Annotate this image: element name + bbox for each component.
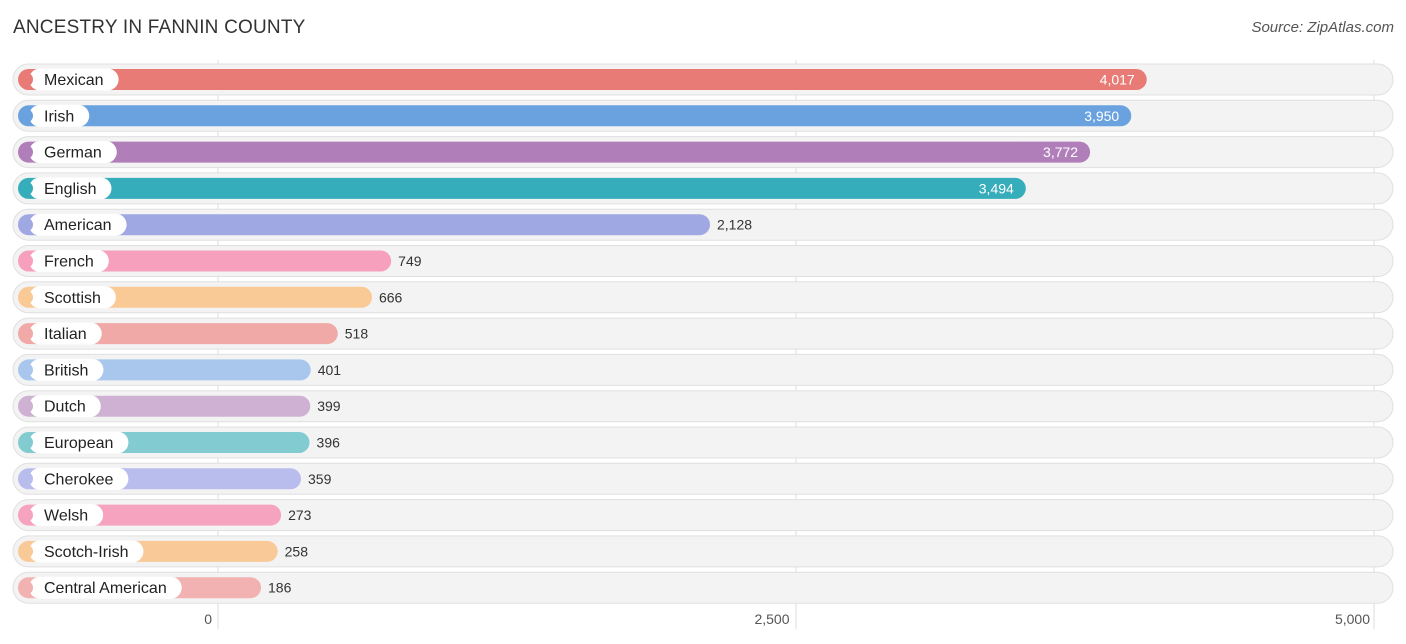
value-label: 258 xyxy=(285,543,309,559)
value-label: 2,128 xyxy=(717,217,752,233)
category-label: Irish xyxy=(44,108,74,125)
value-label: 399 xyxy=(317,398,341,414)
category-label-pill xyxy=(29,576,182,599)
category-label: English xyxy=(44,181,96,198)
bar xyxy=(18,214,710,236)
value-label: 3,772 xyxy=(1043,144,1078,160)
category-label-pill xyxy=(29,322,102,345)
category-label-pill xyxy=(29,250,109,272)
category-label: European xyxy=(44,435,113,452)
bar-row: Dutch 399 xyxy=(12,390,1394,423)
category-swatch xyxy=(19,435,33,450)
bar xyxy=(18,177,1026,199)
bar xyxy=(18,69,1147,90)
value-label: 518 xyxy=(345,326,369,342)
bar-row: Welsh 273 xyxy=(12,499,1394,532)
bar-row: German 3,772 xyxy=(12,136,1394,169)
value-label: 359 xyxy=(308,471,332,487)
category-label-pill xyxy=(29,504,104,527)
bar-track xyxy=(12,462,1394,495)
bar-row: Scottish 666 xyxy=(12,281,1394,314)
category-label: Mexican xyxy=(44,72,104,89)
category-swatch xyxy=(19,544,33,559)
bar-row: Cherokee 359 xyxy=(12,462,1394,495)
category-swatch xyxy=(19,217,33,232)
category-label-pill xyxy=(29,68,119,91)
bar-track xyxy=(12,426,1394,459)
bar-track xyxy=(12,571,1394,604)
category-label: Italian xyxy=(44,326,87,343)
bar-track xyxy=(12,535,1394,568)
value-label: 4,017 xyxy=(1100,72,1135,88)
category-label-pill xyxy=(29,213,127,236)
bar-row: Central American 186 xyxy=(12,571,1394,604)
category-label-pill xyxy=(29,141,117,164)
category-swatch xyxy=(19,362,33,377)
category-label: Cherokee xyxy=(44,471,113,488)
bar xyxy=(18,250,392,272)
category-label: Scottish xyxy=(44,290,101,307)
value-label: 186 xyxy=(268,580,292,596)
category-label: British xyxy=(44,362,88,379)
category-label-pill xyxy=(29,177,112,200)
value-label: 749 xyxy=(398,253,422,269)
category-swatch xyxy=(19,181,33,196)
value-label: 3,950 xyxy=(1084,108,1119,124)
value-label: 396 xyxy=(317,435,341,451)
category-label-pill xyxy=(29,467,129,490)
category-swatch xyxy=(19,326,33,341)
category-label: Dutch xyxy=(44,399,86,416)
category-swatch xyxy=(19,108,33,123)
value-label: 401 xyxy=(318,362,342,378)
category-label-pill xyxy=(29,286,116,309)
value-label: 273 xyxy=(288,507,312,523)
value-label: 3,494 xyxy=(979,180,1014,196)
category-label: German xyxy=(44,145,102,162)
bar-row: British 401 xyxy=(12,353,1394,386)
bar-row: European 396 xyxy=(12,426,1394,459)
category-label: American xyxy=(44,217,112,234)
bar-row: Irish 3,950 xyxy=(12,99,1394,132)
bar-row: Italian 518 xyxy=(12,317,1394,350)
category-swatch xyxy=(19,580,33,595)
bar-row: English 3,494 xyxy=(12,172,1394,205)
category-swatch xyxy=(19,508,33,523)
bar-row: American 2,128 xyxy=(12,208,1394,241)
x-tick-label: 5,000 xyxy=(1335,611,1370,627)
bar-track xyxy=(12,390,1394,423)
category-swatch xyxy=(19,72,33,87)
bar xyxy=(18,105,1132,127)
category-label: Welsh xyxy=(44,508,88,525)
bar-track xyxy=(12,353,1394,386)
category-swatch xyxy=(19,145,33,160)
chart-title: ANCESTRY IN FANNIN COUNTY xyxy=(13,17,306,38)
category-swatch xyxy=(19,399,33,414)
bar-row: Scotch-Irish 258 xyxy=(12,535,1394,568)
bar xyxy=(18,141,1091,163)
value-label: 666 xyxy=(379,289,403,305)
x-tick-label: 2,500 xyxy=(754,611,789,627)
category-label-pill xyxy=(29,540,144,563)
category-label-pill xyxy=(29,104,90,127)
bar-row: Mexican 4,017 xyxy=(12,63,1394,96)
category-swatch xyxy=(19,254,33,268)
category-label: Central American xyxy=(44,580,167,597)
source-label: Source: ZipAtlas.com xyxy=(1251,19,1394,36)
category-label-pill xyxy=(29,395,101,418)
category-label: French xyxy=(44,254,94,271)
bar-track xyxy=(12,499,1394,532)
category-label-pill xyxy=(29,358,104,381)
category-label-pill xyxy=(29,431,129,454)
bar-row: French 749 xyxy=(12,245,1394,277)
x-tick-label: 0 xyxy=(204,611,212,627)
category-label: Scotch-Irish xyxy=(44,544,128,561)
category-swatch xyxy=(19,471,33,486)
category-swatch xyxy=(19,290,33,305)
bar-track xyxy=(12,317,1394,350)
